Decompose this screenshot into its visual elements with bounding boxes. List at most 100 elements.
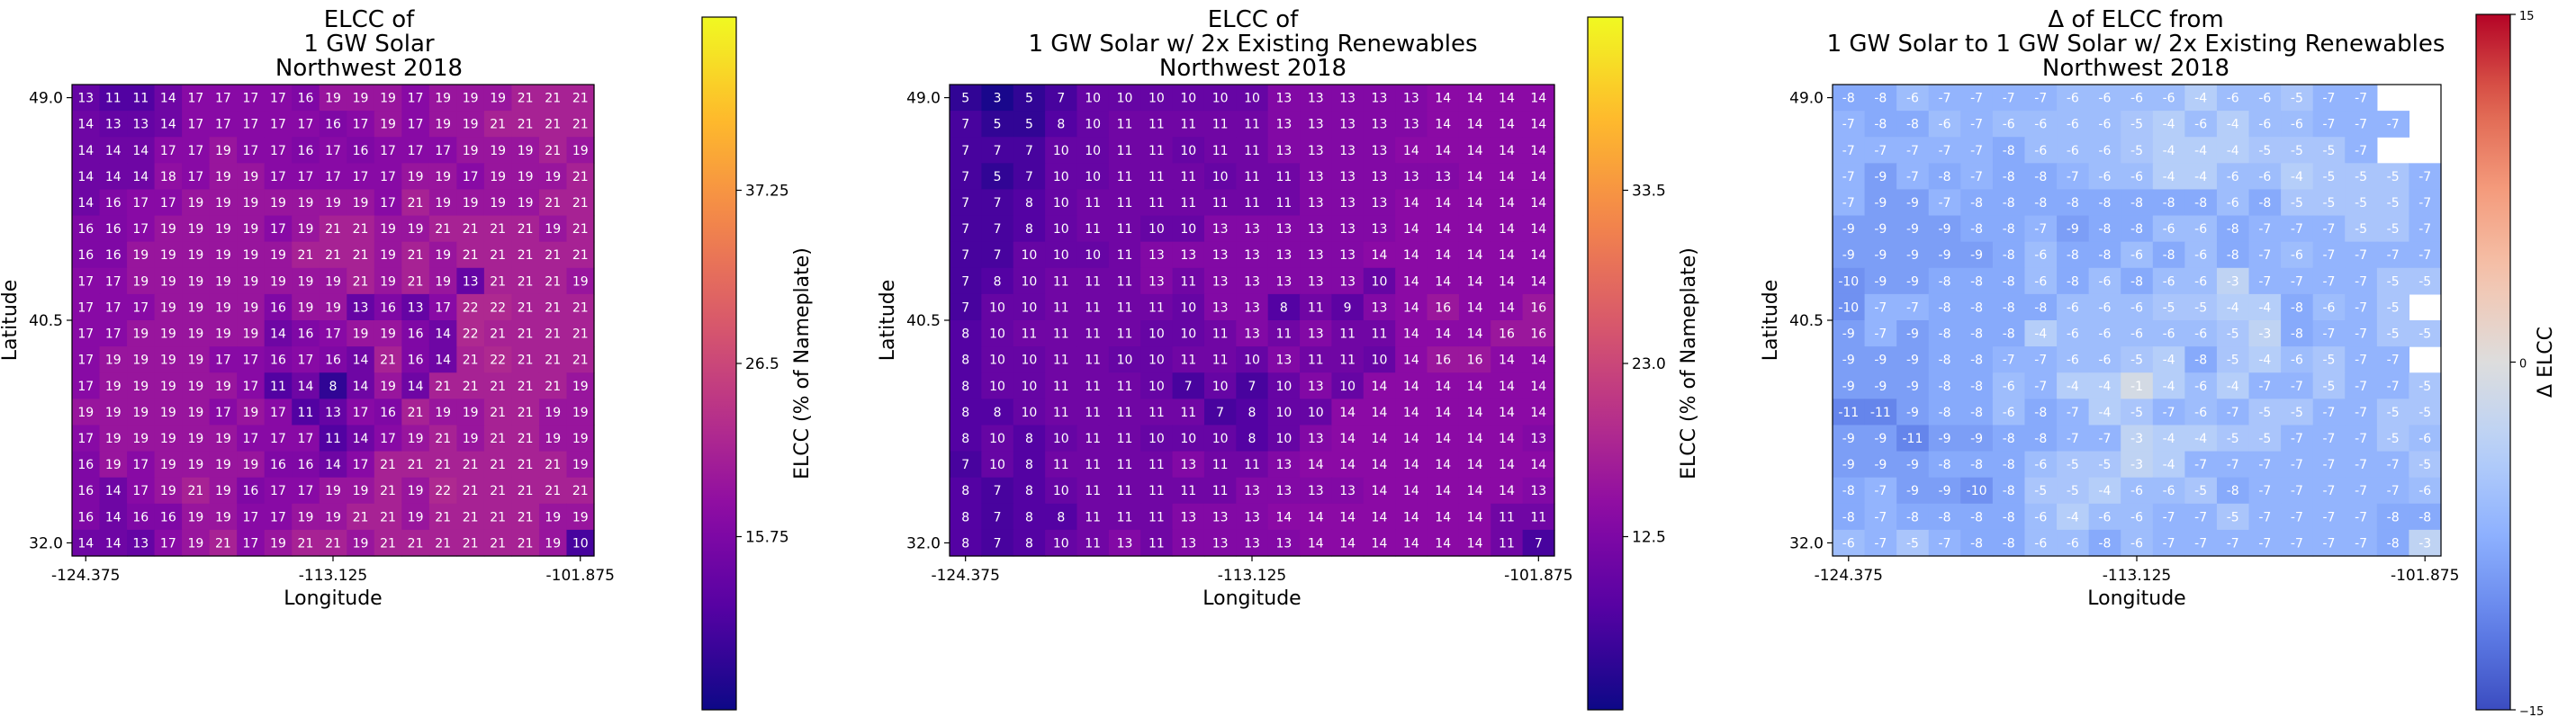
heatmap-cell: [264, 372, 293, 399]
cell-value-label: 13: [132, 536, 149, 551]
cell-value-label: 13: [1339, 248, 1356, 263]
heatmap-cell: [2376, 529, 2410, 557]
cell-value-label: -8: [2003, 222, 2015, 237]
cell-value-label: -6: [2194, 380, 2207, 394]
cell-value-label: 14: [1467, 274, 1483, 289]
cell-value-label: 17: [215, 354, 231, 368]
heatmap-cell: [2281, 241, 2314, 269]
heatmap-cell: [2312, 215, 2346, 243]
cell-value-label: -8: [1842, 92, 1855, 106]
cell-value-label: -8: [1970, 510, 1983, 524]
cell-value-label: 14: [1339, 510, 1356, 524]
cell-value-label: 19: [325, 510, 341, 524]
cell-value-label: 16: [105, 196, 122, 211]
cell-value-label: 16: [77, 484, 94, 498]
heatmap-cell: [1267, 346, 1301, 373]
heatmap-cell: [2184, 477, 2218, 505]
cell-value-label: 21: [572, 327, 589, 342]
heatmap-cell: [428, 399, 457, 426]
heatmap-cell: [2281, 320, 2314, 347]
heatmap-cell: [72, 399, 101, 426]
heatmap-cell: [1491, 399, 1524, 426]
cell-value-label: 14: [1403, 222, 1419, 237]
heatmap-cell: [2152, 477, 2185, 505]
heatmap-cell: [1140, 137, 1174, 164]
heatmap-cell: [1864, 372, 1897, 399]
heatmap-cell: [2312, 346, 2346, 373]
heatmap-cell: [483, 267, 513, 295]
heatmap-cell: [99, 451, 128, 479]
heatmap-cell: [1300, 163, 1333, 191]
heatmap-cell: [347, 529, 375, 557]
cell-value-label: 17: [325, 170, 341, 184]
heatmap-cell: [1363, 111, 1396, 138]
heatmap-cell: [1108, 137, 1141, 164]
cell-value-label: 11: [1085, 432, 1101, 446]
cell-value-label: 14: [1339, 406, 1356, 420]
heatmap-cell: [1203, 477, 1237, 505]
cell-value-label: -7: [1842, 196, 1855, 211]
cell-value-label: -6: [2130, 248, 2143, 263]
heatmap-cell: [1013, 320, 1046, 347]
heatmap-cell: [1140, 425, 1174, 453]
cell-value-label: 16: [298, 92, 314, 106]
cell-value-label: 17: [132, 222, 149, 237]
heatmap-cell: [292, 241, 320, 269]
heatmap-cell: [127, 189, 156, 217]
cell-value-label: -8: [1939, 274, 1951, 289]
cell-value-label: 19: [215, 484, 231, 498]
heatmap-cell: [538, 293, 568, 321]
cell-value-label: -8: [2034, 170, 2047, 184]
heatmap-cell: [2152, 372, 2185, 399]
cell-value-label: -4: [2098, 406, 2111, 420]
heatmap-cell: [1172, 425, 1205, 453]
heatmap-cell: [1395, 477, 1428, 505]
cell-value-label: 19: [105, 380, 122, 394]
cell-value-label: 21: [545, 458, 561, 472]
cell-value-label: 14: [1467, 327, 1483, 342]
cell-value-label: -6: [2098, 118, 2111, 132]
heatmap-cell: [237, 241, 266, 269]
cell-value-label: 10: [1053, 222, 1069, 237]
heatmap-cell: [1140, 503, 1174, 531]
cell-value-label: -7: [2355, 354, 2367, 368]
cell-value-label: 21: [408, 248, 424, 263]
heatmap-cell: [1491, 267, 1524, 295]
cell-value-label: 21: [545, 196, 561, 211]
cell-value-label: -6: [2163, 327, 2175, 342]
heatmap-cell: [347, 320, 375, 347]
heatmap-cell: [182, 267, 211, 295]
cell-value-label: 13: [1372, 300, 1388, 315]
heatmap-cell: [981, 320, 1014, 347]
cell-value-label: 21: [572, 300, 589, 315]
heatmap-cell: [538, 137, 568, 164]
heatmap-cell: [1045, 267, 1078, 295]
cell-value-label: 16: [380, 300, 396, 315]
heatmap-cell: [2024, 215, 2058, 243]
heatmap-cell: [981, 293, 1014, 321]
heatmap-cell: [209, 529, 238, 557]
cell-value-label: 19: [160, 406, 176, 420]
heatmap-cell: [428, 320, 457, 347]
heatmap-cell: [1300, 215, 1333, 243]
heatmap-cell: [981, 451, 1014, 479]
heatmap-cell: [1458, 425, 1491, 453]
cell-value-label: -9: [1874, 354, 1887, 368]
heatmap-cell: [2376, 320, 2410, 347]
cell-value-label: 14: [1403, 458, 1419, 472]
cell-value-label: -6: [2067, 354, 2079, 368]
cell-value-label: 21: [463, 484, 479, 498]
heatmap-cell: [292, 293, 320, 321]
cell-value-label: -11: [1903, 432, 1923, 446]
y-tick-label: 32.0: [906, 534, 941, 552]
heatmap-cell: [2152, 163, 2185, 191]
heatmap-cell: [1172, 451, 1205, 479]
heatmap-cell: [1203, 267, 1237, 295]
heatmap-cell: [1458, 85, 1491, 112]
cell-value-label: 14: [1308, 458, 1324, 472]
heatmap-cell: [1300, 241, 1333, 269]
cell-value-label: 13: [1212, 510, 1229, 524]
cell-value-label: 10: [1085, 248, 1101, 263]
cell-value-label: 19: [435, 406, 451, 420]
